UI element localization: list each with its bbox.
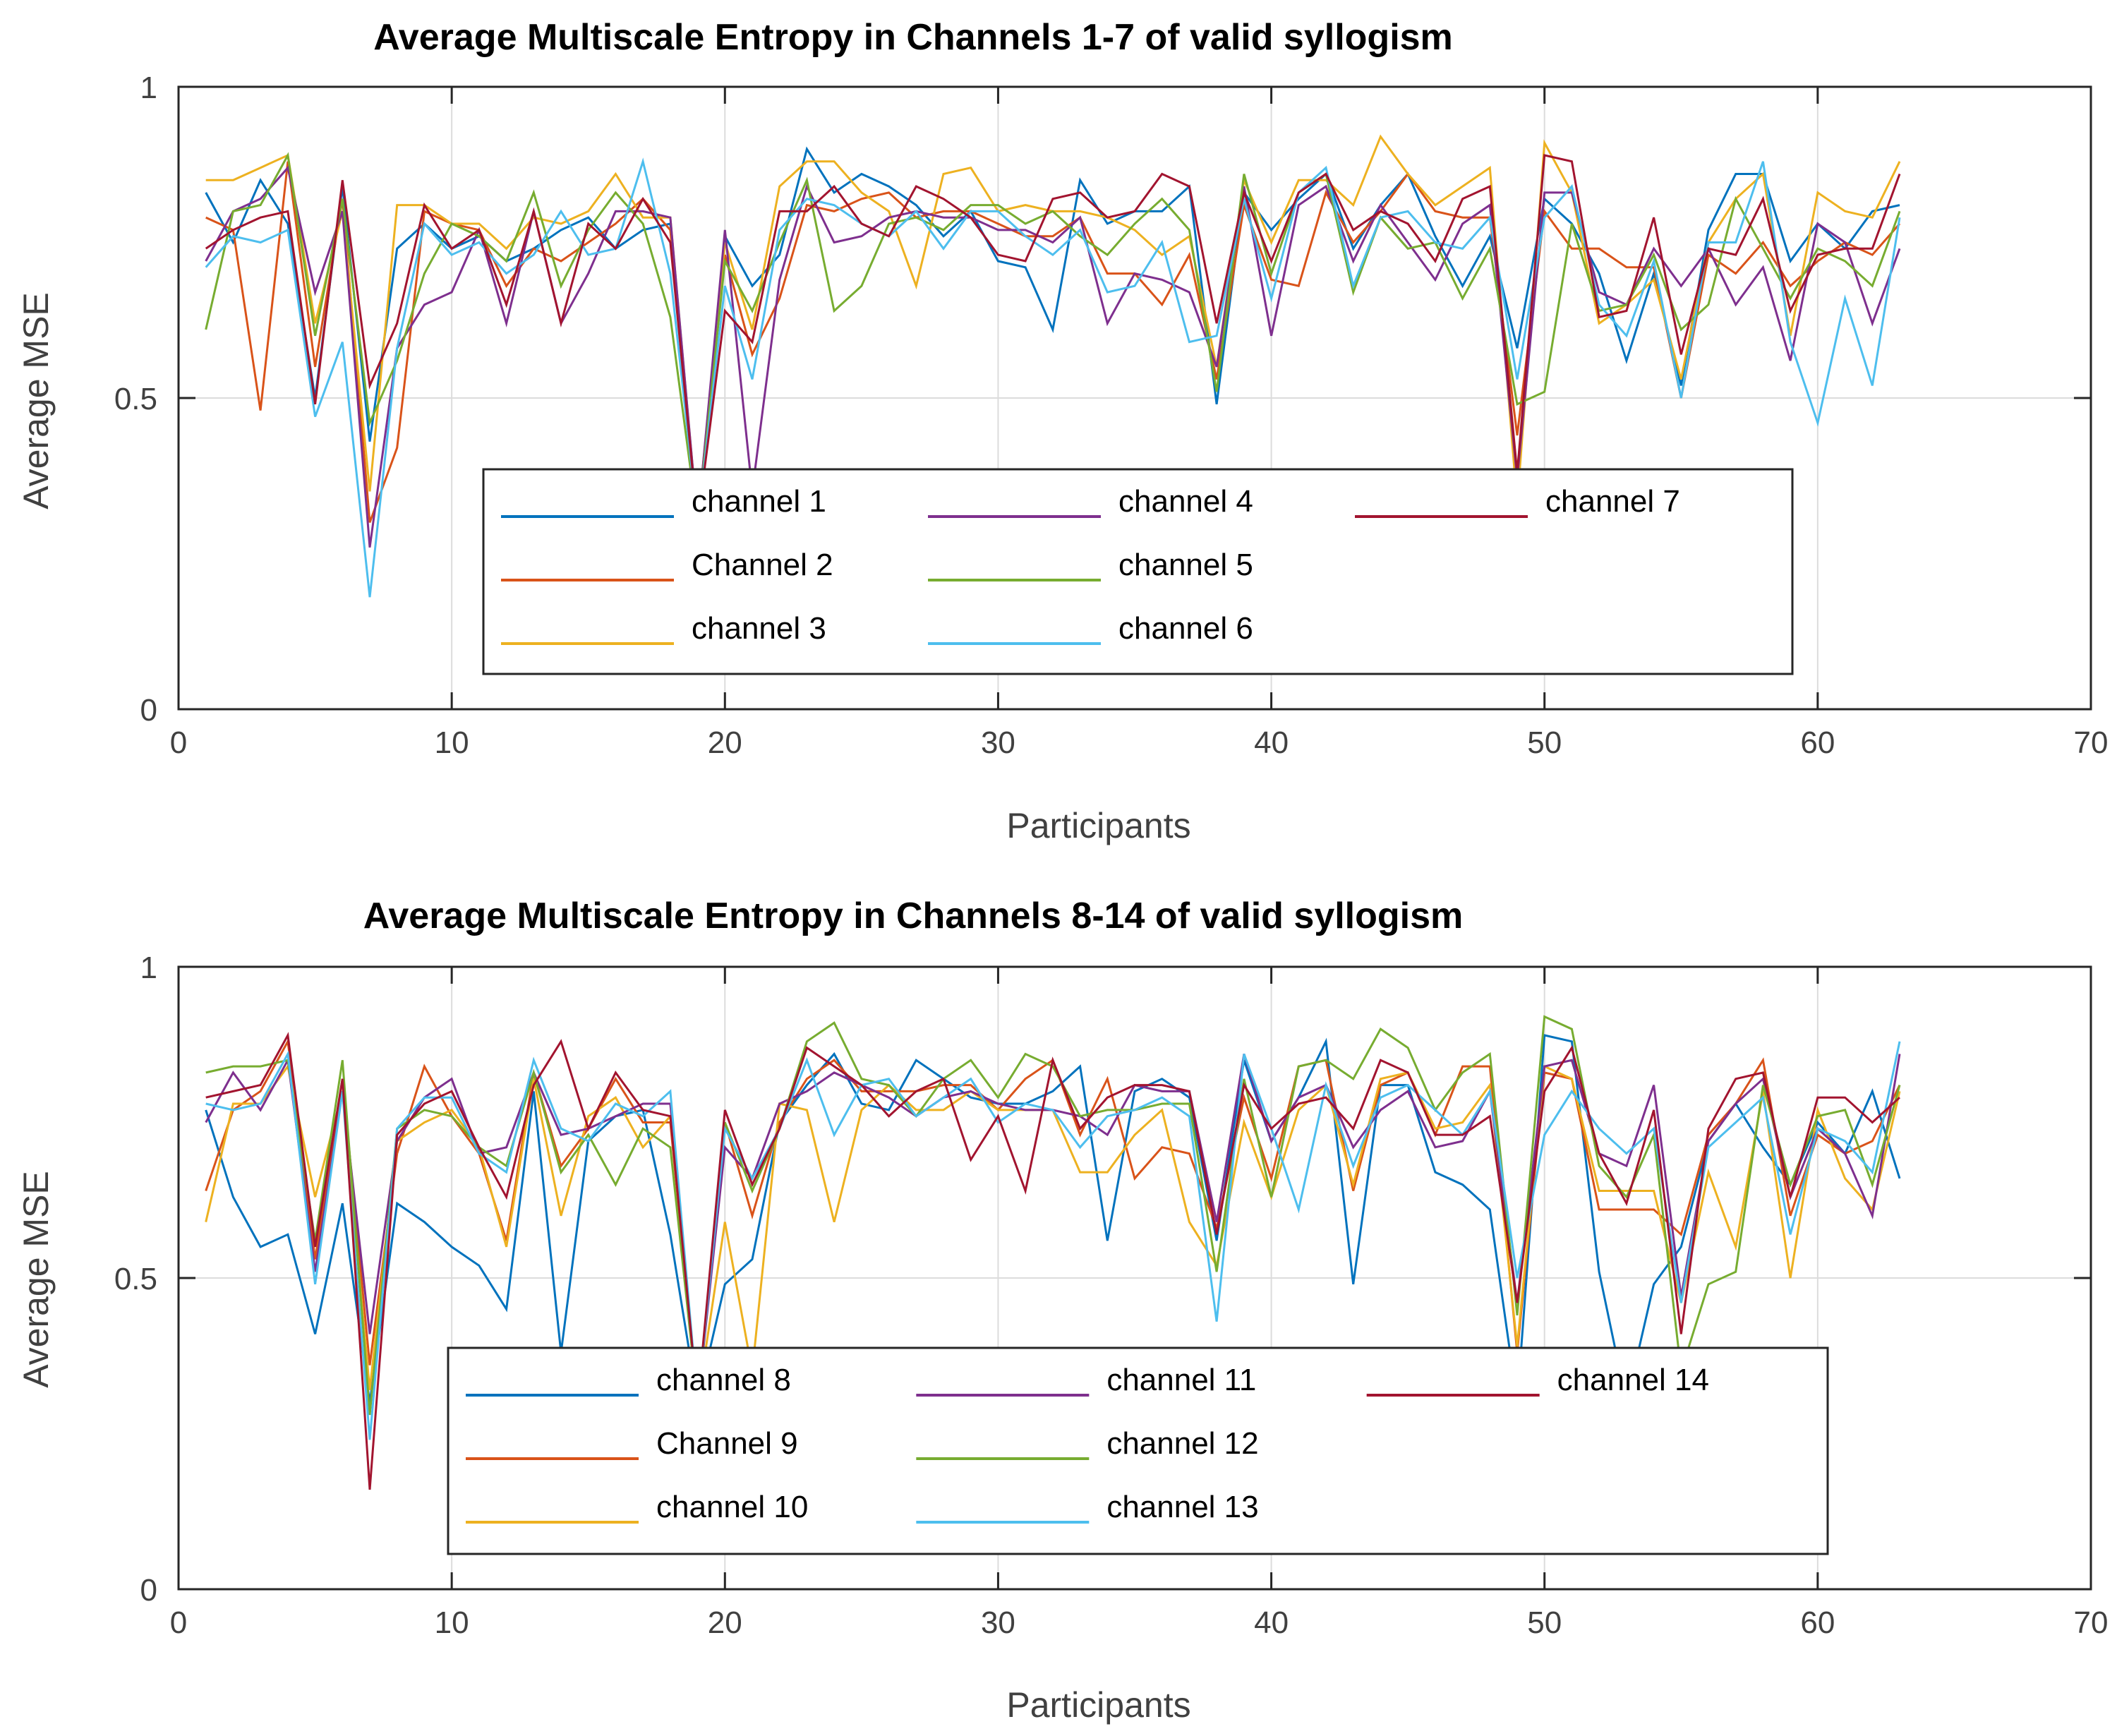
legend: channel 8 Channel 9 channel 10 channel 11 ch… bbox=[447, 1346, 1829, 1555]
x-tick-label: 30 bbox=[981, 1605, 1015, 1640]
legend-item: channel 1 bbox=[501, 484, 826, 519]
series-line-channel-4 bbox=[205, 165, 1901, 548]
x-tick-label: 0 bbox=[170, 1605, 187, 1640]
x-tick-label: 40 bbox=[1254, 725, 1289, 760]
legend-item: channel 13 bbox=[916, 1490, 1259, 1524]
x-tick-label: 20 bbox=[708, 1605, 742, 1640]
x-axis-label: Participants bbox=[1006, 806, 1190, 845]
chart-title: Average Multiscale Entropy in Channels 1… bbox=[373, 17, 1453, 58]
x-tick-label: 70 bbox=[2074, 725, 2109, 760]
legend-label: channel 7 bbox=[1545, 484, 1680, 519]
legend-item: channel 14 bbox=[1366, 1363, 1709, 1397]
y-tick-label: 0.5 bbox=[114, 1262, 157, 1296]
legend-box bbox=[447, 1346, 1829, 1555]
x-axis-label: Participants bbox=[1006, 1685, 1190, 1725]
legend-item: channel 3 bbox=[501, 611, 826, 646]
series-line-channel-5 bbox=[205, 152, 1901, 523]
y-tick-label: 0 bbox=[140, 1573, 157, 1608]
x-tick-label: 60 bbox=[1800, 725, 1835, 760]
legend-item: Channel 9 bbox=[466, 1426, 798, 1461]
legend-box bbox=[482, 468, 1794, 675]
legend-item: channel 11 bbox=[916, 1363, 1256, 1397]
x-tick-label: 50 bbox=[1527, 1605, 1562, 1640]
legend-item: channel 8 bbox=[466, 1363, 791, 1397]
legend-item: channel 12 bbox=[916, 1426, 1259, 1461]
legend-item: channel 4 bbox=[928, 484, 1253, 519]
legend-label: channel 10 bbox=[656, 1490, 808, 1524]
legend-item: Channel 2 bbox=[501, 548, 833, 582]
legend-label: channel 8 bbox=[656, 1363, 791, 1397]
legend-item: channel 10 bbox=[466, 1490, 808, 1524]
chart-title: Average Multiscale Entropy in Channels 8… bbox=[363, 896, 1464, 936]
y-axis-label: Average MSE bbox=[16, 292, 56, 510]
series-line-channel-2 bbox=[205, 161, 1901, 523]
y-tick-label: 1 bbox=[140, 951, 157, 985]
legend-label: channel 3 bbox=[692, 611, 826, 646]
x-tick-label: 10 bbox=[435, 1605, 469, 1640]
legend-item: channel 6 bbox=[928, 611, 1253, 646]
x-tick-label: 40 bbox=[1254, 1605, 1289, 1640]
y-tick-label: 0.5 bbox=[114, 382, 157, 416]
chart-channels-8-14: Average Multiscale Entropy in Channels 8… bbox=[16, 896, 2108, 1725]
legend-label: channel 12 bbox=[1106, 1426, 1258, 1461]
legend-label: Channel 2 bbox=[692, 548, 833, 582]
legend-label: channel 14 bbox=[1557, 1363, 1709, 1397]
x-tick-label: 60 bbox=[1800, 1605, 1835, 1640]
y-tick-label: 0 bbox=[140, 693, 157, 728]
grid bbox=[179, 87, 2091, 709]
chart-channels-1-7: Average Multiscale Entropy in Channels 1… bbox=[16, 17, 2108, 845]
x-tick-label: 50 bbox=[1527, 725, 1562, 760]
x-tick-label: 10 bbox=[435, 725, 469, 760]
legend-label: Channel 9 bbox=[656, 1426, 798, 1461]
x-tick-label: 70 bbox=[2074, 1605, 2109, 1640]
legend-item: channel 5 bbox=[928, 548, 1253, 582]
legend-label: channel 6 bbox=[1118, 611, 1253, 646]
legend-label: channel 4 bbox=[1118, 484, 1253, 519]
x-tick-label: 30 bbox=[981, 725, 1015, 760]
legend-label: channel 11 bbox=[1106, 1363, 1256, 1397]
series-group bbox=[205, 134, 1901, 598]
legend-label: channel 1 bbox=[692, 484, 826, 519]
x-tick-label: 0 bbox=[170, 725, 187, 760]
series-line-channel-14 bbox=[205, 1032, 1901, 1490]
legend-label: channel 13 bbox=[1106, 1490, 1258, 1524]
x-tick-label: 20 bbox=[708, 725, 742, 760]
y-axis-label: Average MSE bbox=[16, 1171, 56, 1388]
series-line-channel-13 bbox=[205, 1041, 1901, 1440]
legend-item: channel 7 bbox=[1355, 484, 1680, 519]
legend: channel 1 Channel 2 channel 3 channel 4 chan… bbox=[482, 468, 1794, 675]
series-line-channel-7 bbox=[205, 154, 1901, 523]
legend-label: channel 5 bbox=[1118, 548, 1253, 582]
y-tick-label: 1 bbox=[140, 71, 157, 105]
